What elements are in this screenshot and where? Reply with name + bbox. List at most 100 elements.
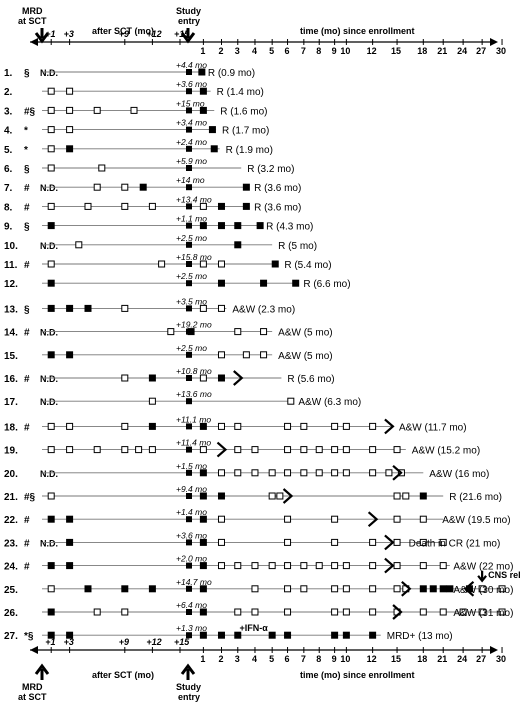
mrd-marker-before <box>158 260 166 268</box>
mrd-marker-before <box>47 351 55 359</box>
mrd-marker-after <box>498 608 506 616</box>
mrd-marker-after <box>419 492 427 500</box>
mrd-marker-after <box>251 562 259 570</box>
patient-row: 20. N.D. +1.5 mo A&W (16 mo) <box>4 461 489 481</box>
mrd-marker-after <box>217 469 225 477</box>
patient-row: 13. § +3.5 mo A&W (2.3 mo) <box>4 296 295 315</box>
tick-label-right: 5 <box>269 46 274 56</box>
patient-row: 15. +2.5 mo A&W (5 mo) <box>4 343 333 362</box>
mrd-marker-before <box>66 631 74 639</box>
outcome-label: R (21.6 mo) <box>449 492 502 503</box>
mrd-marker-before <box>66 538 74 546</box>
bottom-header: +1 +3 +9 +12 +151 2 3 4 5 6 7 8 9 10 12 15 18 21 24 27 30 MR… <box>18 637 506 702</box>
mrd-marker-before <box>84 304 92 312</box>
mrd-marker-after <box>234 562 242 570</box>
mrd-marker-before <box>66 422 74 430</box>
outcome-label: R (3.2 mo) <box>247 164 294 175</box>
mrd-marker-after <box>217 538 225 546</box>
mrd-marker-after <box>260 328 268 336</box>
mrd-marker-after <box>419 585 427 593</box>
top-axis-right-arrow <box>490 38 498 46</box>
patient-symbol: § <box>24 164 30 175</box>
mrd-marker-after <box>199 446 207 454</box>
mrd-marker-after <box>393 515 401 523</box>
mrd-marker-before <box>47 279 55 287</box>
mrd-marker-before <box>148 446 156 454</box>
mrd-marker-after <box>284 631 292 639</box>
mrd-marker-before <box>47 422 55 430</box>
mrd-marker-after <box>234 469 242 477</box>
stop-chevron <box>384 534 395 551</box>
mrd-marker-after <box>217 422 225 430</box>
mrd-marker-after <box>260 351 268 359</box>
patient-row: 2. +3.6 mo R (1.4 mo) <box>4 79 264 98</box>
interval-label: +15 mo <box>176 98 205 108</box>
interval-label: +2.0 mo <box>176 554 207 564</box>
mrd-marker-after <box>251 608 259 616</box>
patient-row: 27. *§ +1.3 mo +IFN-α MRD+ (13 mo) <box>4 623 453 642</box>
mrd-marker-after <box>385 469 393 477</box>
mrd-marker-before <box>93 446 101 454</box>
mrd-marker-after <box>446 585 454 593</box>
study-arrow-top <box>180 28 196 44</box>
tick-label-right: 24 <box>457 654 467 664</box>
outcome-label: A&W (31 mo) <box>453 608 513 619</box>
mrd-marker-before <box>66 446 74 454</box>
patient-row: 21. #§ +9.4 mo R (21.6 mo) <box>4 484 502 504</box>
mrd-marker-after <box>284 538 292 546</box>
patient-number: 5. <box>4 145 13 156</box>
mrd-marker-after <box>271 260 279 268</box>
interval-label: +1.4 mo <box>176 507 207 517</box>
mrd-marker-before <box>148 422 156 430</box>
mrd-marker-before <box>47 222 55 230</box>
mrd-marker-before <box>84 202 92 210</box>
tick-label-right: 21 <box>437 654 447 664</box>
entry-marker <box>186 107 192 114</box>
mrd-marker-after <box>198 68 206 76</box>
patient-symbol: * <box>24 145 28 156</box>
tick-label-left: +15 <box>174 637 190 647</box>
mrd-marker-after <box>331 585 339 593</box>
mrd-marker-after <box>199 631 207 639</box>
outcome-label: A&W (16 mo) <box>429 469 489 480</box>
interval-label: +19.2 mo <box>176 320 212 330</box>
patient-row: 3. #§ +15 mo R (1.6 mo) <box>4 98 267 117</box>
tick-label-right: 8 <box>316 654 321 664</box>
entry-marker <box>186 351 192 358</box>
tick-label-right: 5 <box>269 654 274 664</box>
mrd-marker-after <box>199 608 207 616</box>
mrd-marker-after <box>369 422 377 430</box>
mrd-marker-after <box>187 328 195 336</box>
patient-rows: 1. § N.D. +4.4 moR (0.9 mo) 2. +3.6 mo R (1.4 … <box>4 60 520 642</box>
mrd-marker-before <box>66 515 74 523</box>
mrd-marker-after <box>199 469 207 477</box>
mrd-marker-after <box>287 397 295 405</box>
mrd-marker-after <box>331 562 339 570</box>
entry-marker <box>186 446 192 453</box>
mrd-marker-after <box>234 328 242 336</box>
mrd-marker-after <box>331 446 339 454</box>
entry-marker <box>186 305 192 312</box>
mrd-marker-after <box>393 538 401 546</box>
entry-marker <box>186 469 192 476</box>
interval-label: +2.5 mo <box>176 271 207 281</box>
mrd-marker-after <box>342 585 350 593</box>
tick-label-right: 21 <box>437 46 447 56</box>
patient-symbol: § <box>24 222 30 233</box>
mrd-marker-after <box>234 631 242 639</box>
mrd-marker-before <box>75 241 83 249</box>
mrd-marker-after <box>342 469 350 477</box>
tick-label-right: 27 <box>476 654 486 664</box>
outcome-label: A&W (11.7 mo) <box>399 422 467 433</box>
top-axis-left-arrow <box>30 38 38 46</box>
tick-label-right: 18 <box>417 654 427 664</box>
mrd-marker-after <box>292 279 300 287</box>
patient-number: 13. <box>4 304 18 315</box>
after-sct-top: after SCT (mo) <box>92 26 154 36</box>
tick-label-left: +3 <box>64 29 74 39</box>
tick-label-right: 9 <box>332 46 337 56</box>
mrd-marker-before <box>121 304 129 312</box>
bottom-axis-left-arrow <box>30 646 38 654</box>
top-header: MRD at SCT after SCT (mo) Study entry ti… <box>18 6 506 56</box>
interval-label: +5.9 mo <box>176 156 207 166</box>
